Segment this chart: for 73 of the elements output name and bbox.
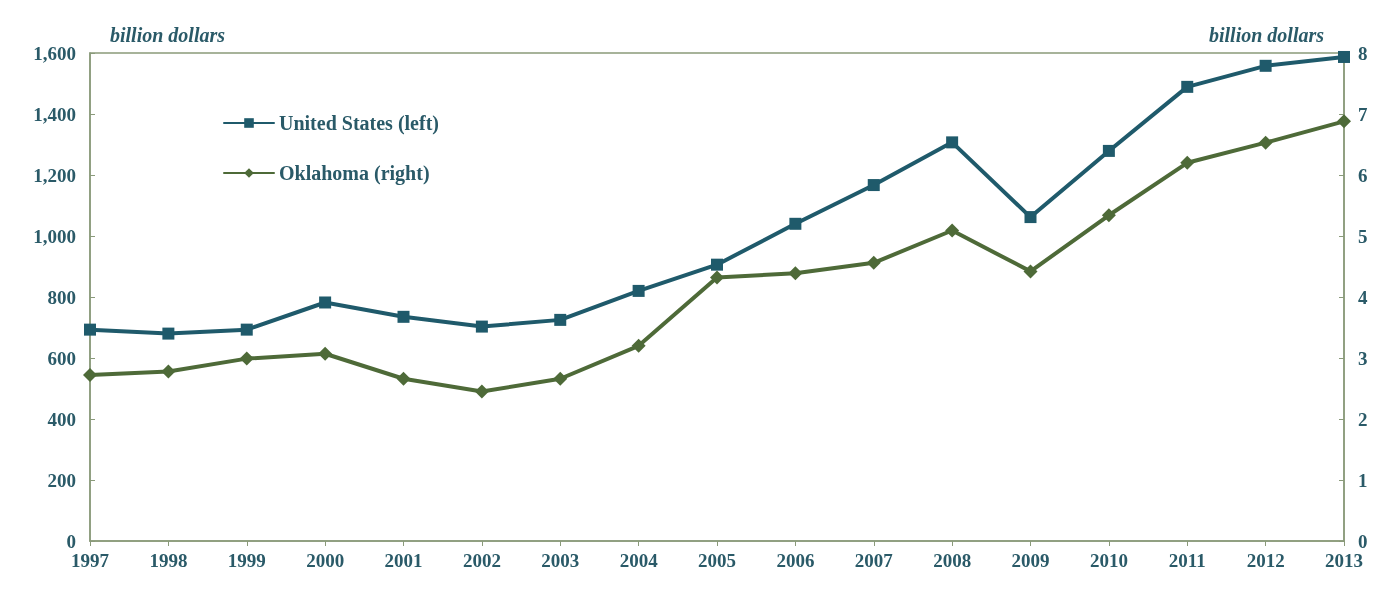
point [161, 364, 176, 379]
y-tick-label: 400 [47, 408, 76, 430]
x-tick-label: 2005 [698, 550, 736, 571]
point [788, 266, 803, 281]
y2-tick-label: 1 [1358, 469, 1368, 491]
point [789, 217, 802, 230]
point [397, 310, 410, 323]
y2-tick-label: 4 [1358, 286, 1368, 308]
point [1258, 135, 1273, 150]
point [1023, 264, 1038, 279]
point [1024, 211, 1037, 224]
y2-tick-label: 2 [1358, 408, 1368, 430]
point [631, 338, 646, 353]
y-tick-label: 200 [47, 469, 76, 491]
y2-tick-label: 8 [1358, 42, 1368, 64]
point [945, 223, 960, 238]
point [239, 351, 254, 366]
x-tick-label: 2003 [541, 550, 580, 571]
x-tick-label: 2011 [1168, 550, 1206, 571]
point [1102, 144, 1115, 157]
x-tick-label: 2010 [1089, 550, 1128, 571]
point [84, 323, 96, 336]
y-tick-label: 1,400 [33, 103, 76, 125]
point [867, 179, 880, 192]
point [1180, 155, 1195, 170]
point [710, 270, 724, 285]
legend-label: United States (left) [279, 112, 439, 135]
point [1101, 208, 1116, 223]
y-tick-label: 1,000 [33, 225, 76, 247]
point [475, 320, 488, 333]
point [1337, 114, 1351, 129]
point [1181, 80, 1194, 93]
y-tick-label: 800 [47, 286, 76, 308]
x-tick-label: 1999 [227, 550, 266, 571]
point [553, 371, 568, 386]
point [554, 313, 567, 326]
y-tick-label: 1,600 [33, 42, 76, 64]
x-tick-label: 2002 [462, 550, 501, 571]
x-tick-label: 2012 [1246, 550, 1285, 571]
x-tick-label: 1997 [71, 550, 110, 571]
y2-tick-label: 7 [1358, 103, 1368, 125]
y2-axis-title: billion dollars [1208, 24, 1325, 46]
y2-tick-label: 3 [1358, 347, 1368, 369]
y2-tick-label: 5 [1358, 225, 1368, 247]
point [162, 327, 175, 340]
x-tick-label: 2009 [1011, 550, 1050, 571]
point [83, 368, 97, 383]
x-tick-label: 2006 [776, 550, 815, 571]
x-tick-label: 2013 [1325, 550, 1363, 571]
point [474, 384, 489, 399]
point [866, 255, 881, 270]
y2-tick-label: 6 [1358, 164, 1368, 186]
legend-label: Oklahoma (right) [279, 162, 430, 185]
point [1338, 50, 1350, 63]
y2-tick-label: 0 [1358, 530, 1368, 552]
x-tick-label: 1998 [149, 550, 188, 571]
x-tick-label: 2008 [933, 550, 972, 571]
point [240, 323, 253, 336]
y-tick-label: 600 [47, 347, 76, 369]
point [319, 296, 332, 309]
x-tick-label: 2004 [619, 550, 659, 571]
point [396, 371, 411, 386]
x-tick-label: 2007 [854, 550, 894, 571]
x-tick-label: 2000 [306, 550, 345, 571]
point [632, 284, 645, 297]
y-axis-title: billion dollars [110, 24, 226, 46]
x-tick-label: 2001 [384, 550, 423, 571]
point [946, 136, 959, 149]
y-tick-label: 0 [66, 530, 76, 552]
point [1259, 59, 1272, 72]
y-tick-label: 1,200 [33, 164, 76, 186]
point [318, 346, 333, 361]
point [711, 258, 723, 271]
